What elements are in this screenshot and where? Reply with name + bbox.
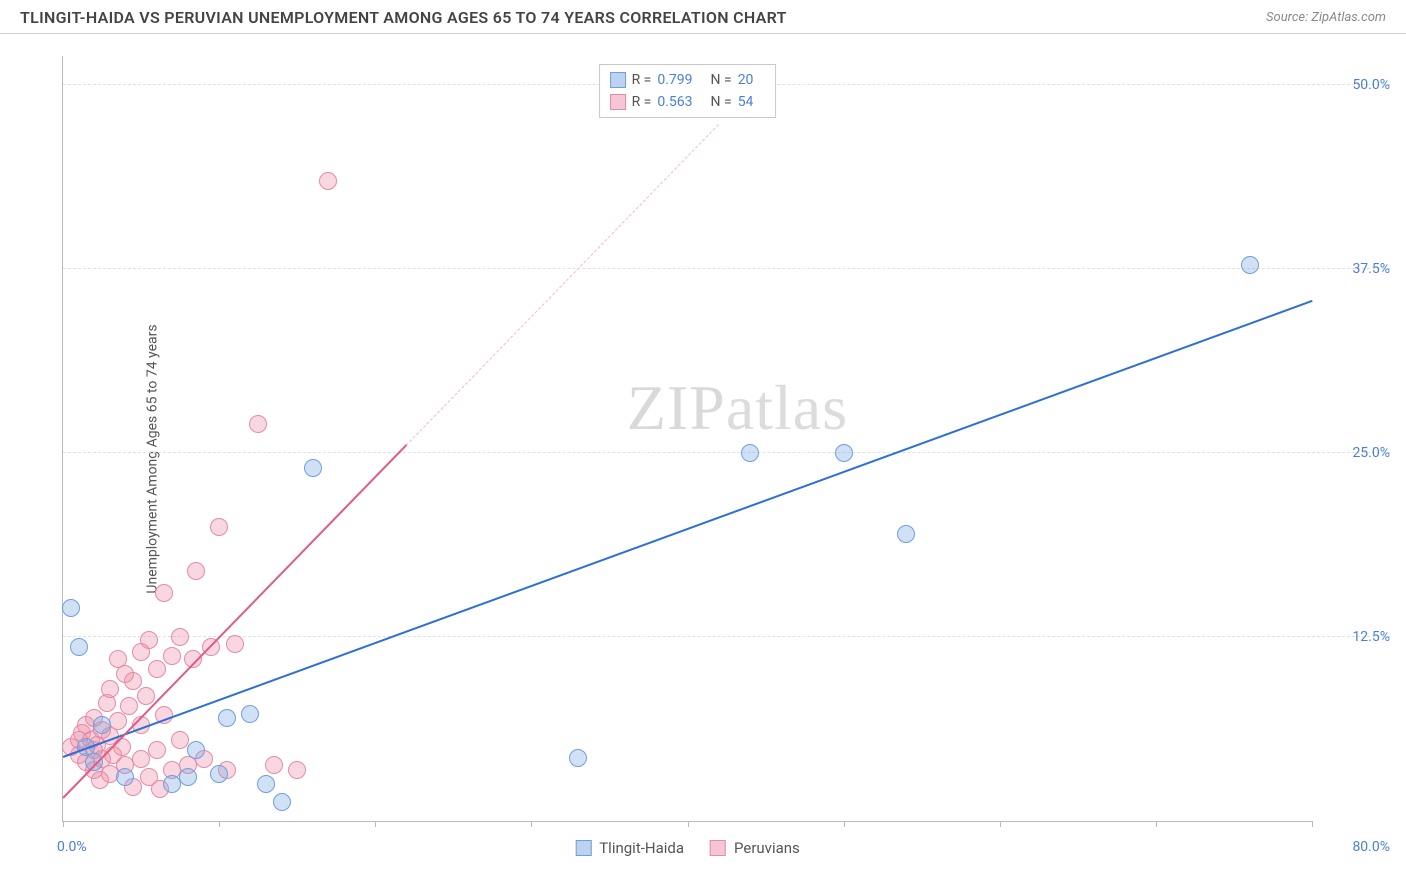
data-point	[120, 697, 138, 715]
y-tick-label: 25.0%	[1352, 445, 1390, 461]
data-point	[140, 631, 158, 649]
plot-region: ZIPatlas R = 0.799 N = 20 R = 0.563 N = …	[62, 56, 1312, 822]
y-tick-label: 12.5%	[1352, 629, 1390, 645]
swatch-a-icon	[610, 72, 626, 88]
trend-line	[62, 444, 407, 798]
n-value-b: 54	[738, 91, 754, 113]
gridline	[63, 452, 1390, 453]
chart-title: TLINGIT-HAIDA VS PERUVIAN UNEMPLOYMENT A…	[20, 8, 787, 27]
chart-area: Unemployment Among Ages 65 to 74 years Z…	[48, 46, 1396, 872]
stats-row-b: R = 0.563 N = 54	[610, 91, 766, 113]
watermark: ZIPatlas	[627, 371, 848, 445]
data-point	[304, 459, 322, 477]
gridline	[63, 636, 1390, 637]
data-point	[85, 753, 103, 771]
watermark-light: atlas	[726, 372, 848, 443]
data-point	[241, 705, 259, 723]
stats-row-a: R = 0.799 N = 20	[610, 69, 766, 91]
y-tick-label: 37.5%	[1352, 261, 1390, 277]
x-tick	[375, 821, 376, 827]
x-tick	[844, 821, 845, 827]
data-point	[187, 562, 205, 580]
legend-item-a: Tlingit-Haida	[575, 839, 684, 857]
data-point	[1241, 256, 1259, 274]
data-point	[179, 768, 197, 786]
data-point	[741, 444, 759, 462]
data-point	[210, 518, 228, 536]
series-legend: Tlingit-Haida Peruvians	[575, 839, 800, 857]
data-point	[202, 638, 220, 656]
swatch-b-icon	[610, 94, 626, 110]
data-point	[187, 741, 205, 759]
data-point	[101, 680, 119, 698]
x-tick	[1156, 821, 1157, 827]
series-b-name: Peruvians	[734, 839, 800, 857]
x-tick	[1000, 821, 1001, 827]
stats-legend: R = 0.799 N = 20 R = 0.563 N = 54	[599, 64, 777, 118]
data-point	[109, 712, 127, 730]
data-point	[155, 584, 173, 602]
trend-line	[406, 124, 719, 445]
data-point	[218, 709, 236, 727]
data-point	[93, 716, 111, 734]
data-point	[226, 635, 244, 653]
legend-item-b: Peruvians	[710, 839, 800, 857]
watermark-bold: ZIP	[627, 372, 726, 443]
r-label: R =	[632, 91, 652, 113]
trend-line	[63, 300, 1313, 758]
data-point	[265, 756, 283, 774]
data-point	[62, 599, 80, 617]
n-value-a: 20	[738, 69, 754, 91]
n-label: N =	[711, 69, 732, 91]
data-point	[171, 628, 189, 646]
data-point	[148, 741, 166, 759]
data-point	[319, 172, 337, 190]
data-point	[569, 749, 587, 767]
x-axis-min-label: 0.0%	[57, 839, 87, 855]
n-label: N =	[711, 91, 732, 113]
data-point	[288, 761, 306, 779]
data-point	[257, 775, 275, 793]
data-point	[148, 660, 166, 678]
r-value-b: 0.563	[657, 91, 692, 113]
data-point	[897, 525, 915, 543]
r-label: R =	[632, 69, 652, 91]
source-label: Source: ZipAtlas.com	[1266, 10, 1386, 25]
data-point	[835, 444, 853, 462]
gridline	[63, 268, 1390, 269]
data-point	[163, 647, 181, 665]
x-tick	[219, 821, 220, 827]
data-point	[70, 638, 88, 656]
y-tick-label: 50.0%	[1352, 77, 1390, 93]
series-a-name: Tlingit-Haida	[599, 839, 684, 857]
x-tick	[63, 821, 64, 827]
data-point	[137, 687, 155, 705]
data-point	[116, 768, 134, 786]
data-point	[249, 415, 267, 433]
x-tick	[688, 821, 689, 827]
r-value-a: 0.799	[657, 69, 692, 91]
data-point	[273, 793, 291, 811]
x-tick	[531, 821, 532, 827]
swatch-b-icon	[710, 840, 726, 856]
data-point	[124, 672, 142, 690]
x-tick	[1312, 821, 1313, 827]
swatch-a-icon	[575, 840, 591, 856]
x-axis-max-label: 80.0%	[1352, 839, 1390, 855]
data-point	[210, 765, 228, 783]
